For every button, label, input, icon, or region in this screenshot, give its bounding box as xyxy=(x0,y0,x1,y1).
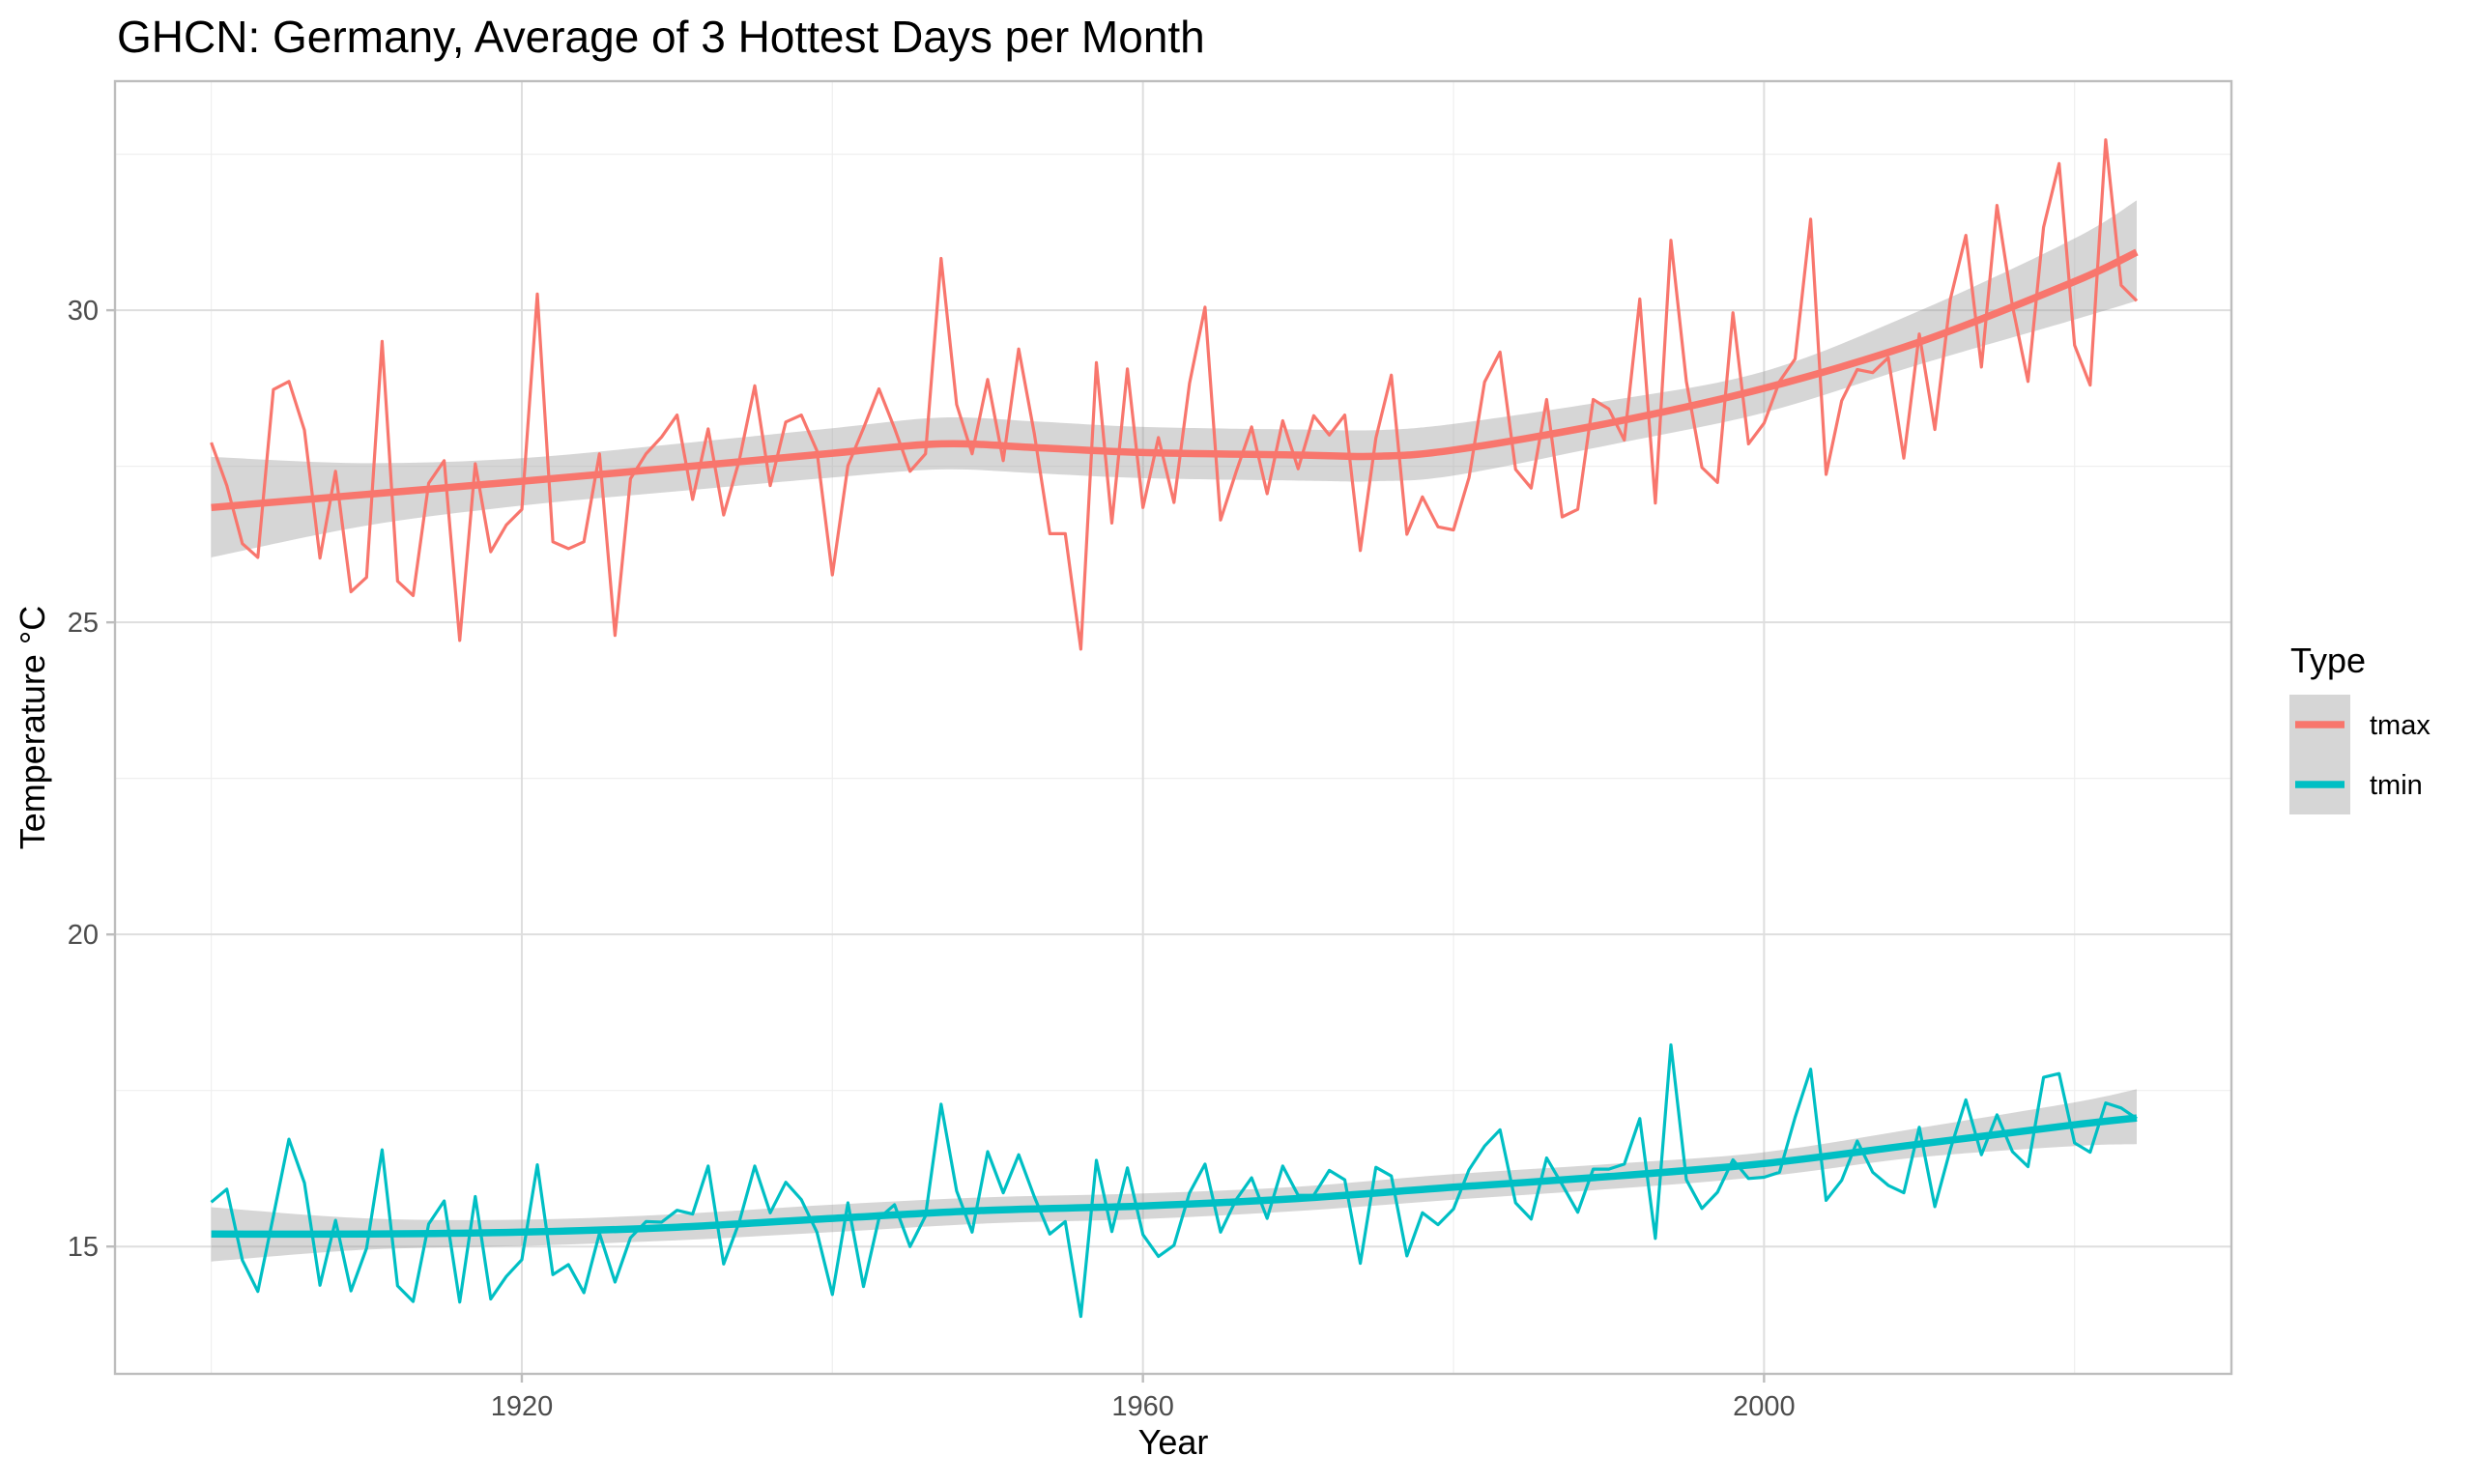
minor-gridlines xyxy=(115,81,2231,1374)
chart-title: GHCN: Germany, Average of 3 Hottest Days… xyxy=(117,12,1205,62)
tmax-data-points xyxy=(211,139,2138,649)
y-axis-title: Temperature °C xyxy=(13,606,52,850)
legend-title: Type xyxy=(2290,641,2366,680)
x-tick-label: 1960 xyxy=(1111,1391,1174,1422)
tmax-smooth-line xyxy=(211,248,2139,512)
legend-entry-tmin: tmin xyxy=(2289,755,2423,814)
y-tick-label: 30 xyxy=(68,296,99,327)
x-tick-label: 2000 xyxy=(1733,1391,1796,1422)
legend: Type tmax tmin xyxy=(2289,641,2431,814)
legend-entry-tmax: tmax xyxy=(2289,695,2431,755)
panel-border xyxy=(113,79,2233,1376)
y-axis: 15 20 25 30 xyxy=(68,296,115,1263)
y-tick-label: 25 xyxy=(68,608,99,639)
x-tick-label: 1920 xyxy=(491,1391,554,1422)
smooth-trend-lines xyxy=(211,248,2139,1239)
raw-series-lines xyxy=(210,138,2139,1319)
x-axis-title: Year xyxy=(1138,1422,1209,1462)
y-tick-label: 20 xyxy=(68,920,99,951)
plot-panel xyxy=(113,79,2233,1376)
legend-keys: tmax tmin xyxy=(2289,695,2431,814)
y-tick-label: 15 xyxy=(68,1232,99,1263)
legend-label: tmin xyxy=(2370,770,2423,801)
tmin-data-points xyxy=(211,1044,2138,1317)
tmin-smooth-line xyxy=(211,1114,2138,1239)
tmin-confidence-band xyxy=(211,1089,2138,1262)
major-gridlines xyxy=(115,81,2231,1374)
x-axis: 1920 1960 2000 xyxy=(491,1374,1796,1422)
panel-background xyxy=(115,81,2231,1374)
legend-label: tmax xyxy=(2370,710,2431,741)
